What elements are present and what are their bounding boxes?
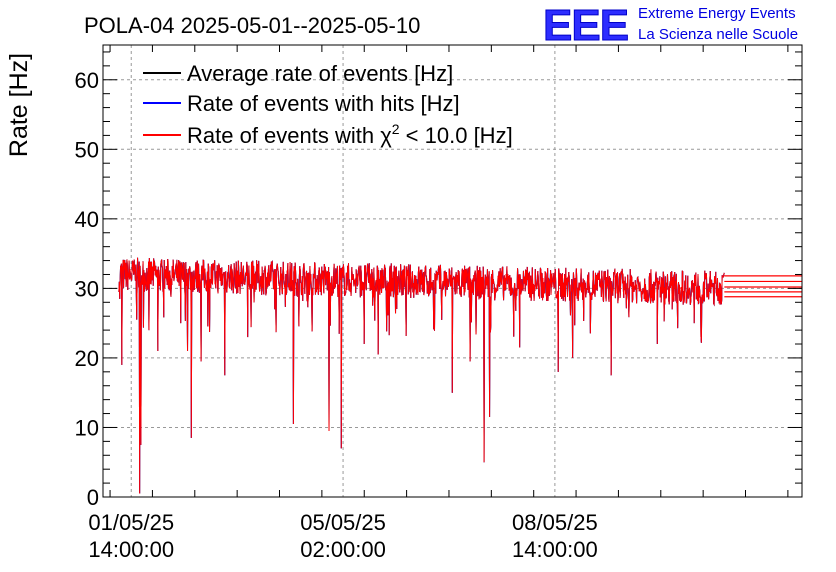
x-tick-label-date: 01/05/25 xyxy=(88,510,174,535)
legend-label: Rate of events with hits [Hz] xyxy=(187,91,460,116)
y-tick-label: 60 xyxy=(75,68,99,93)
y-tick-label: 10 xyxy=(75,415,99,440)
eee-logo-mark: EEE xyxy=(543,1,628,50)
x-tick-label-time: 02:00:00 xyxy=(300,537,386,562)
y-tick-label: 40 xyxy=(75,207,99,232)
y-tick-label: 50 xyxy=(75,137,99,162)
data-series xyxy=(118,257,802,494)
legend-label: Rate of events with χ2 < 10.0 [Hz] xyxy=(187,121,513,148)
series-line-2 xyxy=(118,257,725,494)
legend: Average rate of events [Hz] Rate of event… xyxy=(143,61,513,148)
axes: 010203040506001/05/2514:00:0005/05/2502:… xyxy=(75,45,802,562)
eee-logo: EEE Extreme Energy Events La Scienza nel… xyxy=(543,1,799,51)
x-tick-label-time: 14:00:00 xyxy=(512,537,598,562)
x-tick-label-date: 05/05/25 xyxy=(300,510,386,535)
eee-logo-line2: La Scienza nelle Scuole xyxy=(638,26,798,43)
y-tick-label: 30 xyxy=(75,276,99,301)
x-tick-label-time: 14:00:00 xyxy=(88,537,174,562)
y-tick-label: 20 xyxy=(75,346,99,371)
chart-title: POLA-04 2025-05-01--2025-05-10 xyxy=(84,13,420,38)
y-tick-label: 0 xyxy=(87,485,99,510)
y-axis-title: Rate [Hz] xyxy=(5,53,33,157)
eee-logo-line1: Extreme Energy Events xyxy=(638,5,796,22)
x-tick-label-date: 08/05/25 xyxy=(512,510,598,535)
legend-label: Average rate of events [Hz] xyxy=(187,61,453,86)
plot-frame xyxy=(102,44,803,498)
